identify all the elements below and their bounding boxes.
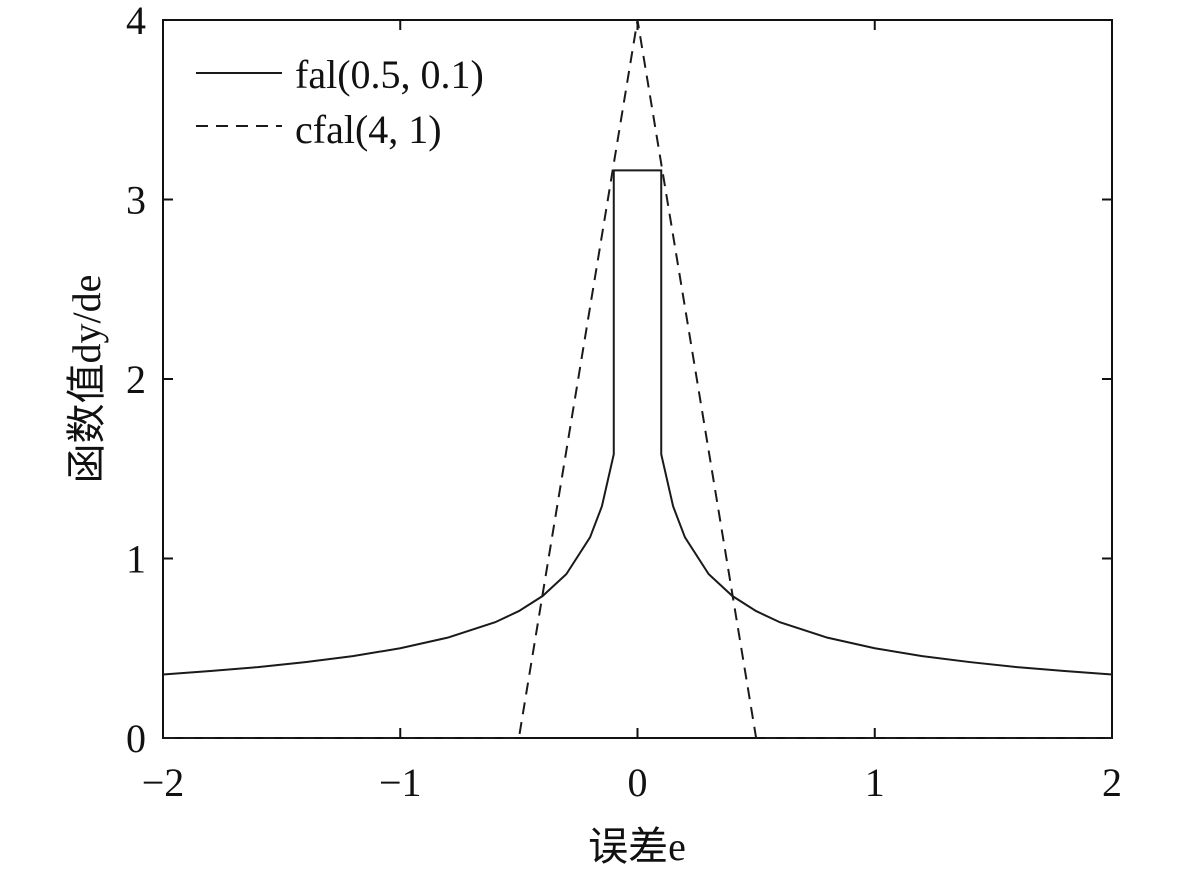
x-tick-label: 0 — [628, 760, 648, 805]
series-layer — [162, 19, 1113, 739]
y-axis-title: 函数值dy/de — [64, 275, 109, 484]
x-tick-label: −2 — [142, 760, 185, 805]
y-tick-label: 3 — [126, 178, 146, 223]
legend-label-fal: fal(0.5, 0.1) — [295, 52, 484, 97]
x-tick-label: 2 — [1102, 760, 1122, 805]
legend-label-cfal: cfal(4, 1) — [295, 107, 442, 152]
x-tick-label: −1 — [379, 760, 422, 805]
y-tick-label: 0 — [126, 716, 146, 761]
y-tick-label: 2 — [126, 357, 146, 402]
series-line-fal — [162, 169, 1113, 676]
x-tick-label: 1 — [865, 760, 885, 805]
tick-labels: −2 −1 0 1 2 0 1 2 3 4 — [126, 0, 1122, 805]
series-line-cfal — [163, 19, 1112, 739]
legend: fal(0.5, 0.1) cfal(4, 1) — [196, 52, 484, 152]
x-axis-title: 误差e — [588, 824, 686, 869]
y-tick-label: 4 — [126, 0, 146, 43]
y-tick-label: 1 — [126, 537, 146, 582]
